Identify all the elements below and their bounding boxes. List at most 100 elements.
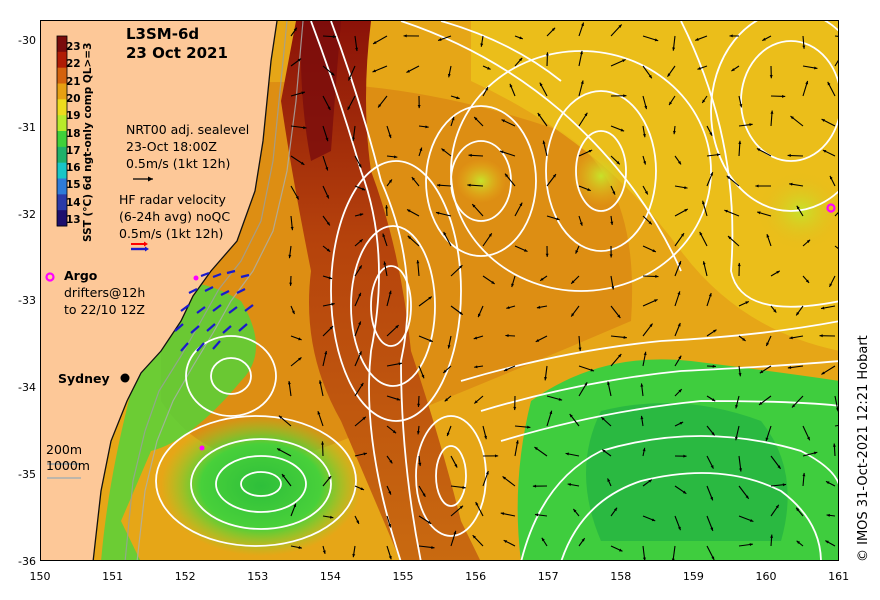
current-arrowhead xyxy=(684,209,688,212)
current-arrowhead xyxy=(590,368,595,372)
current-arrowhead xyxy=(578,347,582,351)
current-arrowhead xyxy=(796,507,800,512)
map-title-date: 23 Oct 2021 xyxy=(126,44,228,62)
current-arrowhead xyxy=(702,99,706,104)
current-arrowhead xyxy=(549,410,553,415)
current-arrowhead xyxy=(295,196,299,200)
current-arrowhead xyxy=(494,454,499,458)
current-arrowhead xyxy=(678,261,682,265)
current-arrowhead xyxy=(535,338,540,342)
current-arrowhead xyxy=(407,209,411,213)
current-arrowhead xyxy=(504,173,509,178)
current-arrowhead xyxy=(678,389,682,393)
current-arrowhead xyxy=(474,400,478,404)
current-arrowhead xyxy=(709,132,713,136)
current-arrowhead xyxy=(616,161,620,165)
current-arrowhead xyxy=(519,202,523,207)
current-arrow xyxy=(834,35,838,37)
current-arrowhead xyxy=(417,403,421,407)
current-arrowhead xyxy=(821,371,825,375)
current-arrowhead xyxy=(388,134,392,139)
colorbar-tick-label: 20 xyxy=(66,92,81,105)
current-arrowhead xyxy=(710,496,713,501)
current-arrowhead xyxy=(769,75,773,79)
argo-legend-marker xyxy=(45,272,55,282)
current-arrowhead xyxy=(459,311,463,315)
current-arrowhead xyxy=(581,538,585,542)
colorbar-tick-label: 19 xyxy=(66,110,81,123)
current-arrowhead xyxy=(579,222,583,226)
current-arrowhead xyxy=(472,535,476,539)
current-arrowhead xyxy=(515,440,519,444)
current-arrowhead xyxy=(612,191,616,195)
current-arrowhead xyxy=(735,404,739,409)
current-arrowhead xyxy=(611,286,615,290)
current-arrowhead xyxy=(683,454,687,458)
current-arrowhead xyxy=(468,153,472,157)
current-arrowhead xyxy=(790,116,794,120)
lon-tick-label: 155 xyxy=(392,570,414,583)
current-arrowhead xyxy=(385,205,389,209)
current-arrowhead xyxy=(814,66,818,70)
current-arrowhead xyxy=(545,253,549,257)
current-arrowhead xyxy=(654,299,658,303)
current-arrowhead xyxy=(332,35,337,39)
current-arrowhead xyxy=(329,326,333,330)
current-arrowhead xyxy=(321,441,325,445)
current-arrowhead xyxy=(417,104,421,109)
map-title-product: L3SM-6d xyxy=(126,25,200,43)
current-arrowhead xyxy=(474,116,478,121)
depth-contour-1000m xyxy=(136,21,304,560)
current-arrowhead xyxy=(453,530,457,535)
current-arrowhead xyxy=(782,483,787,487)
current-arrowhead xyxy=(716,153,721,157)
lon-tick-label: 150 xyxy=(29,570,51,583)
current-arrowhead xyxy=(654,38,659,42)
current-arrowhead xyxy=(655,274,659,278)
current-arrowhead xyxy=(358,164,362,168)
current-arrowhead xyxy=(711,432,715,436)
sealevel-legend-line3: 0.5m/s (1kt 12h) xyxy=(126,156,231,171)
colorbar-outline xyxy=(56,35,68,227)
colorbar-tick-label: 13 xyxy=(66,214,81,226)
current-arrowhead xyxy=(459,505,464,509)
current-arrowhead xyxy=(789,336,793,340)
current-arrowhead xyxy=(325,167,329,171)
current-arrowhead xyxy=(427,520,432,524)
current-arrowhead xyxy=(358,321,361,325)
current-arrowhead xyxy=(735,436,738,441)
current-arrowhead xyxy=(770,110,774,114)
current-arrowhead xyxy=(711,556,715,560)
current-arrowhead xyxy=(475,501,479,506)
current-arrowhead xyxy=(766,342,770,346)
coastline xyxy=(92,21,278,560)
current-arrowhead xyxy=(484,435,488,440)
current-arrowhead xyxy=(758,401,763,405)
colorbar-swatch xyxy=(57,115,67,132)
current-arrowhead xyxy=(534,513,539,517)
cold-core-eddy xyxy=(161,416,361,556)
current-arrowhead xyxy=(667,73,671,77)
current-arrowhead xyxy=(682,490,687,494)
colorbar-tick-label: 21 xyxy=(66,75,81,88)
current-arrowhead xyxy=(749,123,753,127)
current-arrowhead xyxy=(679,422,684,425)
current-arrowhead xyxy=(726,175,731,179)
current-arrowhead xyxy=(711,398,716,402)
current-arrowhead xyxy=(290,226,294,231)
current-arrowhead xyxy=(382,233,386,238)
current-arrowhead xyxy=(773,309,777,313)
current-arrowhead xyxy=(301,91,305,95)
current-arrowhead xyxy=(640,415,644,420)
current-arrowhead xyxy=(388,290,392,295)
lon-tick-label: 159 xyxy=(682,570,704,583)
current-arrowhead xyxy=(291,310,295,315)
current-arrowhead xyxy=(766,234,770,238)
current-arrowhead xyxy=(643,351,647,356)
current-arrowhead xyxy=(324,350,328,355)
drifters-legend-line1: drifters@12h xyxy=(64,285,146,300)
current-arrowhead xyxy=(506,306,510,309)
current-arrowhead xyxy=(781,94,786,98)
current-arrowhead xyxy=(363,452,367,456)
